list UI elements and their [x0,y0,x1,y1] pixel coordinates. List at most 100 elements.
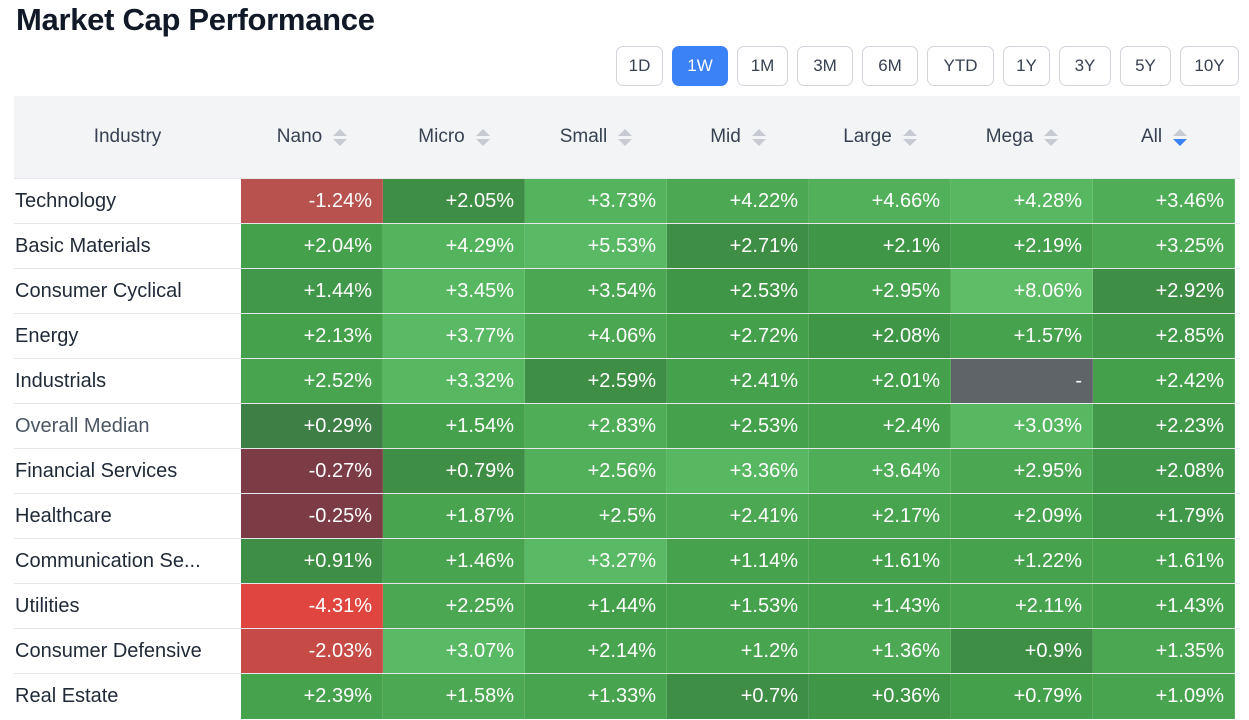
performance-cell-large: +2.08% [809,314,951,358]
performance-cell-micro: +3.77% [383,314,525,358]
performance-cell-micro: +4.29% [383,224,525,268]
column-header-all[interactable]: All [1093,96,1235,178]
range-button-1w[interactable]: 1W [672,46,728,86]
table-row[interactable]: Healthcare -0.25% +1.87% +2.5% +2.41% +2.17% +… [14,494,1240,539]
column-header-label: Mid [710,126,741,147]
performance-cell-all: +1.35% [1093,629,1235,673]
performance-cell-micro: +2.25% [383,584,525,628]
table-row[interactable]: Overall Median +0.29% +1.54% +2.83% +2.53% +2… [14,404,1240,449]
performance-cell-micro: +2.05% [383,179,525,223]
range-button-3y[interactable]: 3Y [1059,46,1111,86]
industry-name: Healthcare [14,494,241,538]
performance-cell-mid: +2.72% [667,314,809,358]
performance-cell-mid: +3.36% [667,449,809,493]
performance-cell-micro: +1.54% [383,404,525,448]
performance-cell-large: +0.36% [809,674,951,719]
table-row[interactable]: Utilities -4.31% +2.25% +1.44% +1.53% +1.43% +… [14,584,1240,629]
sort-icon[interactable] [1044,128,1059,146]
sort-icon[interactable] [902,128,917,146]
range-button-10y[interactable]: 10Y [1180,46,1239,86]
performance-cell-large: +2.17% [809,494,951,538]
performance-cell-all: +1.43% [1093,584,1235,628]
performance-cell-large: +2.4% [809,404,951,448]
performance-cell-large: +4.66% [809,179,951,223]
sort-icon[interactable] [475,128,490,146]
column-header-label: Small [559,126,608,147]
range-button-5y[interactable]: 5Y [1120,46,1171,86]
column-header-label: Micro [418,126,465,147]
page-title: Market Cap Performance [16,2,375,37]
table-row[interactable]: Basic Materials +2.04% +4.29% +5.53% +2.71% +… [14,224,1240,269]
performance-cell-nano: +2.39% [241,674,383,719]
column-header-label: Mega [985,126,1034,147]
range-button-3m[interactable]: 3M [797,46,853,86]
performance-cell-nano: -0.27% [241,449,383,493]
time-range-selector: 1D 1W 1M 3M 6M YTD 1Y 3Y 5Y 10Y [616,46,1239,86]
industry-name: Communication Se... [14,539,241,583]
range-button-ytd[interactable]: YTD [927,46,994,86]
performance-cell-micro: +0.79% [383,449,525,493]
performance-cell-mega: +1.57% [951,314,1093,358]
table-row[interactable]: Communication Se... +0.91% +1.46% +3.27% +1.… [14,539,1240,584]
range-button-6m[interactable]: 6M [862,46,918,86]
industry-name: Real Estate [14,674,241,719]
performance-cell-mid: +2.71% [667,224,809,268]
performance-cell-large: +1.36% [809,629,951,673]
column-header-mid[interactable]: Mid [667,96,809,178]
table-row[interactable]: Technology -1.24% +2.05% +3.73% +4.22% +4.66%… [14,179,1240,224]
table-body: Technology -1.24% +2.05% +3.73% +4.22% +4.66%… [14,179,1240,719]
sort-icon[interactable] [618,128,633,146]
performance-cell-micro: +1.87% [383,494,525,538]
performance-cell-all: +2.92% [1093,269,1235,313]
table-row[interactable]: Energy +2.13% +3.77% +4.06% +2.72% +2.08% +1.5… [14,314,1240,359]
performance-cell-nano: -1.24% [241,179,383,223]
performance-cell-mid: +1.53% [667,584,809,628]
market-cap-table: Industry Nano Micro Small Mid Large Mega All Te… [14,96,1240,719]
performance-cell-mega: +2.19% [951,224,1093,268]
table-row[interactable]: Consumer Defensive -2.03% +3.07% +2.14% +1.2… [14,629,1240,674]
sort-icon[interactable] [751,128,766,146]
table-row[interactable]: Consumer Cyclical +1.44% +3.45% +3.54% +2.53… [14,269,1240,314]
performance-cell-all: +1.09% [1093,674,1235,719]
industry-name: Consumer Defensive [14,629,241,673]
performance-cell-small: +2.56% [525,449,667,493]
column-header-small[interactable]: Small [525,96,667,178]
column-header-large[interactable]: Large [809,96,951,178]
column-header-label: Large [843,126,892,147]
column-header-industry[interactable]: Industry [93,126,162,147]
performance-cell-small: +1.33% [525,674,667,719]
industry-name: Consumer Cyclical [14,269,241,313]
performance-cell-small: +2.14% [525,629,667,673]
range-button-1y[interactable]: 1Y [1003,46,1050,86]
table-row[interactable]: Financial Services -0.27% +0.79% +2.56% +3.3… [14,449,1240,494]
range-button-1m[interactable]: 1M [737,46,788,86]
performance-cell-small: +4.06% [525,314,667,358]
performance-cell-all: +2.85% [1093,314,1235,358]
table-row[interactable]: Real Estate +2.39% +1.58% +1.33% +0.7% +0.36%… [14,674,1240,719]
column-header-mega[interactable]: Mega [951,96,1093,178]
performance-cell-all: +3.25% [1093,224,1235,268]
performance-cell-mega: +0.9% [951,629,1093,673]
performance-cell-large: +1.61% [809,539,951,583]
performance-cell-mega: +0.79% [951,674,1093,719]
performance-cell-nano: +2.13% [241,314,383,358]
performance-cell-nano: +2.04% [241,224,383,268]
performance-cell-large: +2.95% [809,269,951,313]
performance-cell-mega: +1.22% [951,539,1093,583]
sort-icon[interactable] [1173,128,1188,146]
column-header-micro[interactable]: Micro [383,96,525,178]
column-header-label: All [1140,126,1163,147]
sort-icon[interactable] [333,128,348,146]
table-row[interactable]: Industrials +2.52% +3.32% +2.59% +2.41% +2.01… [14,359,1240,404]
column-header-nano[interactable]: Nano [241,96,383,178]
performance-cell-nano: +1.44% [241,269,383,313]
performance-cell-small: +2.59% [525,359,667,403]
performance-cell-nano: -0.25% [241,494,383,538]
performance-cell-nano: +0.29% [241,404,383,448]
table-header: Industry Nano Micro Small Mid Large Mega All [14,96,1240,179]
range-button-1d[interactable]: 1D [616,46,663,86]
performance-cell-mid: +4.22% [667,179,809,223]
performance-cell-mid: +1.2% [667,629,809,673]
performance-cell-large: +2.1% [809,224,951,268]
performance-cell-nano: -2.03% [241,629,383,673]
